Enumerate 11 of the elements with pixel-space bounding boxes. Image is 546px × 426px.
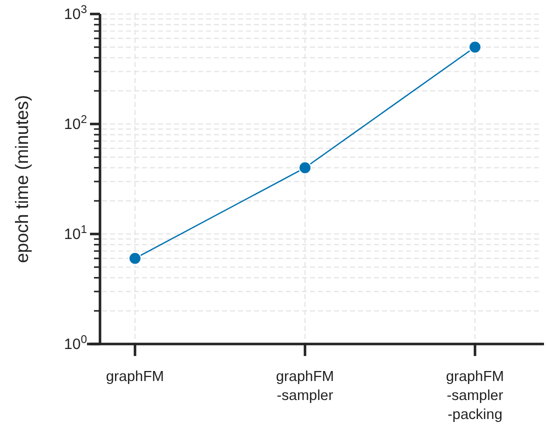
y-tick-label: 10$^{2}$ bbox=[64, 114, 87, 133]
x-tick-label: graphFM -sampler bbox=[276, 369, 334, 404]
y-tick-label: 10$^{3}$ bbox=[64, 4, 87, 23]
point bbox=[468, 40, 482, 54]
point bbox=[298, 161, 312, 174]
y-tick-label: 10$^{0}$ bbox=[64, 334, 87, 353]
x-tick-label: graphFM bbox=[106, 369, 164, 385]
point bbox=[128, 252, 142, 265]
y-axis-title: epoch time (minutes) bbox=[12, 94, 32, 264]
x-tick-label: graphFM -sampler -packing bbox=[446, 369, 504, 423]
y-tick-label: 10$^{1}$ bbox=[64, 224, 87, 243]
